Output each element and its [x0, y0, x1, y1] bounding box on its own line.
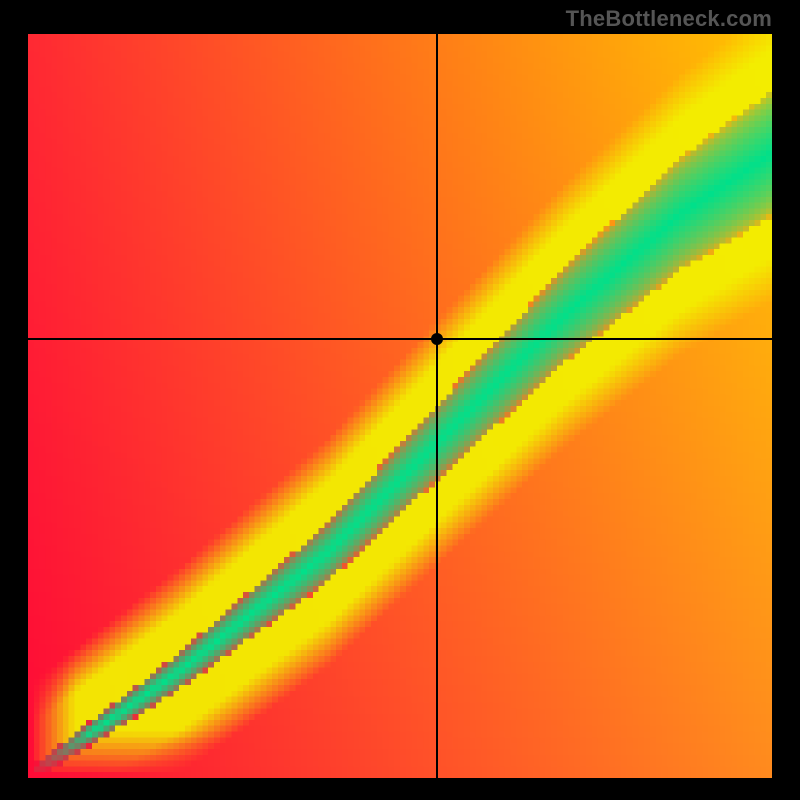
marker-point — [431, 333, 443, 345]
heatmap-canvas — [28, 34, 772, 778]
chart-frame: TheBottleneck.com — [0, 0, 800, 800]
heatmap-plot — [28, 34, 772, 778]
watermark-text: TheBottleneck.com — [566, 6, 772, 32]
crosshair-horizontal — [28, 338, 772, 340]
crosshair-vertical — [436, 34, 438, 778]
